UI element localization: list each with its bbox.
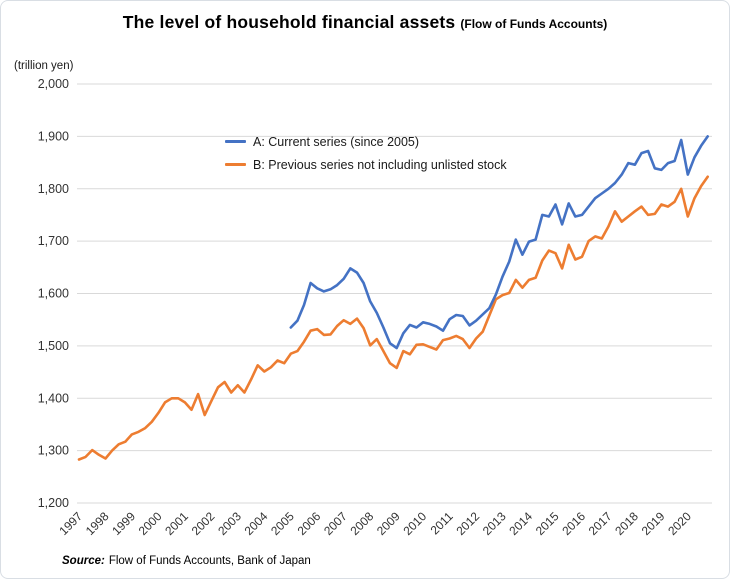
y-tick-label-1700: 1,700	[38, 234, 69, 248]
x-tick-label-2000: 2000	[136, 509, 165, 538]
x-tick-label-2002: 2002	[189, 509, 218, 538]
x-tick-label-2004: 2004	[242, 509, 271, 538]
x-tick-label-2010: 2010	[400, 509, 429, 538]
source-label: Source:	[62, 555, 105, 567]
chart-title-suffix: (Flow of Funds Accounts)	[460, 17, 608, 31]
source-note: Source: Flow of Funds Accounts, Bank of J…	[62, 555, 311, 567]
y-tick-label-1600: 1,600	[38, 287, 69, 301]
y-tick-label-1300: 1,300	[38, 444, 69, 458]
legend-label-series-b: B: Previous series not including unliste…	[253, 157, 507, 172]
y-axis-unit-label: (trillion yen)	[14, 60, 74, 72]
series-b-line-swatch	[225, 163, 246, 166]
x-tick-label-2020: 2020	[665, 509, 694, 538]
legend-item-series-a: A: Current series (since 2005)	[225, 130, 507, 153]
y-tick-label-1500: 1,500	[38, 339, 69, 353]
x-tick-label-2001: 2001	[162, 509, 191, 538]
x-tick-label-2009: 2009	[374, 509, 403, 538]
legend: A: Current series (since 2005) B: Previo…	[225, 130, 507, 176]
x-tick-label-2011: 2011	[428, 509, 456, 537]
series-a-line-swatch	[225, 140, 246, 143]
series-a-polyline	[289, 135, 710, 350]
x-tick-label-2017: 2017	[586, 509, 615, 538]
legend-item-series-b: B: Previous series not including unliste…	[225, 153, 507, 176]
legend-label-series-a: A: Current series (since 2005)	[253, 134, 420, 149]
chart-title-main: The level of household financial assets	[122, 12, 456, 32]
y-tick-label-2000: 2,000	[38, 77, 69, 91]
y-tick-label-1400: 1,400	[38, 391, 69, 405]
x-tick-label-2014: 2014	[506, 509, 535, 538]
x-tick-label-2013: 2013	[480, 509, 509, 538]
x-tick-label-2006: 2006	[295, 509, 324, 538]
y-tick-label-1900: 1,900	[38, 129, 69, 143]
chart-title: The level of household financial assets (…	[1, 12, 729, 33]
x-tick-label-2019: 2019	[639, 509, 668, 538]
x-tick-label-1997: 1997	[56, 509, 85, 538]
series-b-polyline	[77, 175, 710, 461]
y-tick-label-1200: 1,200	[38, 496, 69, 510]
x-tick-label-1998: 1998	[83, 509, 112, 538]
x-tick-label-2015: 2015	[533, 509, 562, 538]
x-tick-label-2008: 2008	[348, 509, 377, 538]
x-tick-label-2007: 2007	[321, 509, 350, 538]
y-tick-label-1800: 1,800	[38, 182, 69, 196]
x-tick-label-2018: 2018	[612, 509, 641, 538]
x-tick-label-2003: 2003	[215, 509, 244, 538]
x-tick-label-2012: 2012	[453, 509, 482, 538]
source-text: Flow of Funds Accounts, Bank of Japan	[108, 555, 311, 567]
x-tick-label-2005: 2005	[268, 509, 297, 538]
x-tick-label-1999: 1999	[109, 509, 138, 538]
x-tick-label-2016: 2016	[559, 509, 588, 538]
